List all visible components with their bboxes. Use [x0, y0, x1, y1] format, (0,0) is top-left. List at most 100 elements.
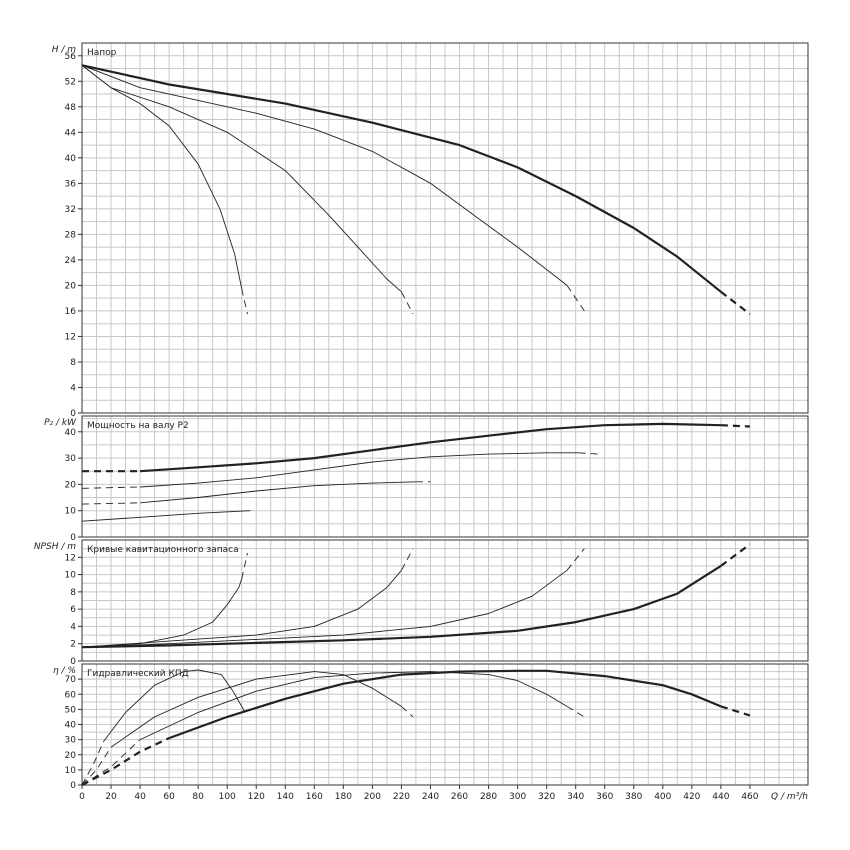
y-tick-label: 50: [65, 705, 77, 715]
series-line-4: [81, 64, 243, 289]
series-line-2: [139, 671, 568, 741]
series-line-4: [81, 578, 243, 648]
series-extension-2: [566, 548, 585, 571]
series-line-1: [168, 669, 722, 740]
y-tick-label: 60: [65, 690, 77, 700]
series-extension-1: [720, 705, 751, 717]
x-tick-label: 280: [480, 792, 497, 802]
x-tick-label: 380: [625, 792, 642, 802]
series-extension-3: [401, 548, 414, 571]
series-extension-1: [720, 543, 751, 567]
series-line-2: [81, 569, 568, 648]
y-tick-label: 12: [65, 553, 76, 563]
y-tick-label: 30: [65, 454, 77, 464]
y-tick-label: 40: [65, 154, 77, 164]
series-extension-4: [81, 740, 105, 786]
y-tick-label: 6: [70, 605, 76, 615]
y-tick-label: 32: [65, 205, 76, 215]
y-tick-label: 0: [70, 533, 76, 543]
x-tick-label: 100: [219, 792, 236, 802]
y-tick-label: 0: [70, 657, 76, 667]
y-tick-label: 8: [70, 358, 76, 368]
series-extension-4: [241, 288, 248, 315]
y-tick-label: 40: [65, 721, 77, 731]
series-line-2: [140, 452, 579, 488]
x-tick-label: 320: [538, 792, 555, 802]
y-tick-label: 52: [65, 77, 76, 87]
x-tick-label: 360: [596, 792, 613, 802]
x-tick-label: 420: [683, 792, 700, 802]
x-tick-label: 0: [79, 792, 85, 802]
series-line-4: [103, 669, 243, 742]
series-line-3: [81, 64, 402, 293]
y-tick-label: 10: [65, 766, 77, 776]
y-tick-label: 36: [65, 179, 77, 189]
y-axis-label: H / m: [52, 45, 77, 55]
series-extension-3: [401, 706, 414, 718]
y-tick-label: 20: [65, 751, 77, 761]
panel-frame: [81, 415, 809, 538]
y-tick-label: 4: [70, 622, 76, 632]
series-line-1: [140, 422, 721, 473]
x-tick-label: 220: [393, 792, 410, 802]
y-tick-label: 16: [65, 307, 77, 317]
panel-title: Напор: [87, 48, 117, 58]
x-tick-label: 340: [567, 792, 584, 802]
x-tick-label: 400: [654, 792, 671, 802]
x-tick-label: 440: [712, 792, 729, 802]
series-extension-2: [578, 452, 599, 455]
x-axis-label: Q / m³/h: [771, 792, 808, 802]
x-tick-label: 120: [248, 792, 265, 802]
x-tick-label: 240: [422, 792, 439, 802]
panel-eff: 0 10 20 30 40 50 60 70η / % Гидравлический КПД 0 2…: [53, 663, 809, 802]
x-tick-label: 260: [451, 792, 468, 802]
series-extension-1: [720, 290, 751, 315]
series-extension-2: [81, 486, 141, 489]
series-extension-3: [401, 291, 414, 315]
x-tick-label: 140: [277, 792, 294, 802]
y-tick-label: 12: [65, 332, 76, 342]
series-line-3: [81, 570, 402, 648]
panel-frame: [81, 42, 809, 414]
series-extension-1: [720, 424, 750, 428]
series-line-3: [140, 481, 417, 504]
x-tick-label: 80: [192, 792, 204, 802]
y-tick-label: 8: [70, 588, 76, 598]
x-tick-label: 20: [105, 792, 117, 802]
y-tick-label: 56: [65, 52, 77, 62]
x-tick-label: 40: [134, 792, 146, 802]
y-tick-label: 70: [65, 675, 77, 685]
y-tick-label: 4: [70, 383, 76, 393]
y-tick-label: 20: [65, 281, 77, 291]
series-extension-1: [81, 737, 170, 786]
y-axis-label: P₂ / kW: [44, 418, 77, 428]
y-tick-label: 48: [65, 103, 77, 113]
series-extension-3: [81, 502, 141, 505]
y-tick-label: 30: [65, 736, 77, 746]
x-tick-label: 180: [335, 792, 352, 802]
series-extension-4: [241, 706, 248, 718]
y-tick-label: 0: [70, 781, 76, 791]
y-tick-label: 20: [65, 480, 77, 490]
series-extension-2: [566, 706, 585, 718]
series-line-1: [81, 564, 722, 649]
y-tick-label: 28: [65, 230, 77, 240]
y-tick-label: 10: [65, 507, 77, 517]
panel-title: Кривые кавитационного запаса: [87, 545, 239, 555]
x-tick-label: 200: [364, 792, 381, 802]
series-line-4: [81, 510, 251, 522]
y-tick-label: 40: [65, 428, 77, 438]
y-axis-label: η / %: [53, 666, 76, 676]
series-extension-2: [81, 739, 141, 786]
series-line-3: [110, 671, 402, 748]
y-tick-label: 24: [65, 256, 77, 266]
series-extension-4: [241, 552, 248, 579]
series-line-2: [81, 64, 568, 286]
x-tick-label: 460: [741, 792, 758, 802]
y-axis-label: NPSH / m: [34, 542, 76, 552]
panel-frame: [81, 539, 809, 662]
